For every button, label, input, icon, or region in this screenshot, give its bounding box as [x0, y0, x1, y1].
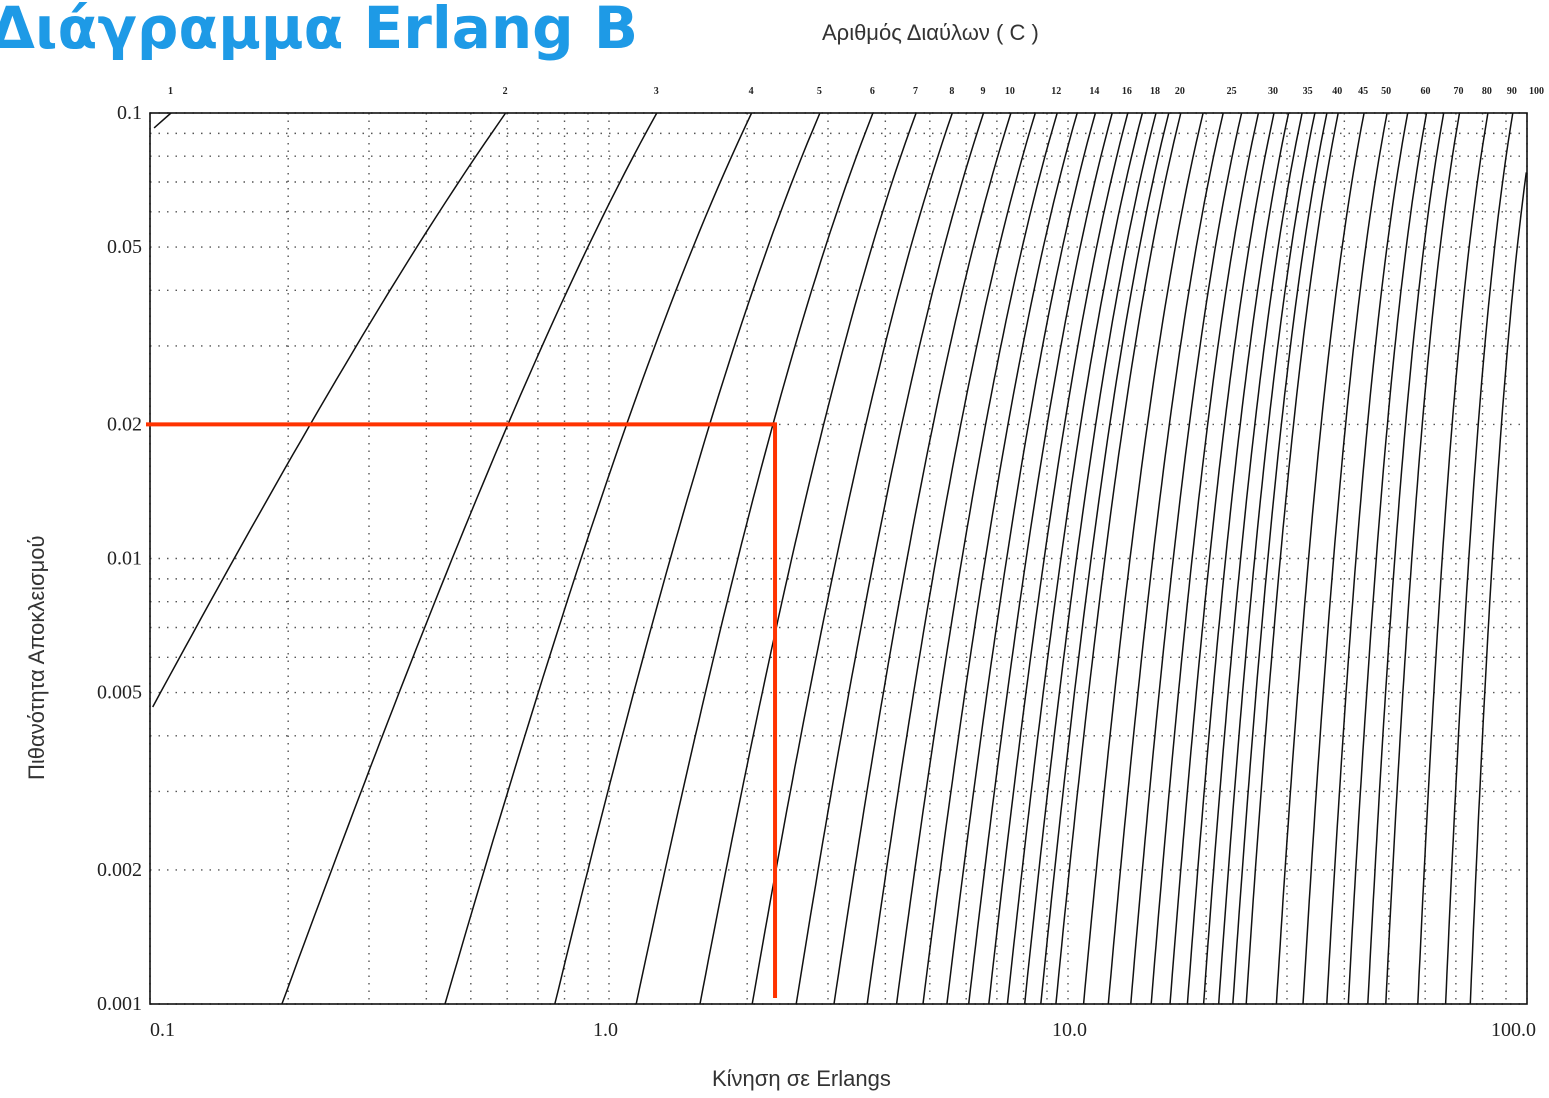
channel-tick-label: 30: [1268, 86, 1278, 97]
erlang-curve-c65: [1367, 112, 1445, 1005]
erlang-curve-c90: [1444, 112, 1514, 1005]
erlang-curve-c11: [866, 112, 1037, 1005]
channel-tick-label: 12: [1051, 86, 1061, 97]
erlang-curve-c10: [833, 112, 1012, 1005]
channel-tick-label: 5: [817, 86, 822, 97]
channel-tick-label: 9: [981, 86, 986, 97]
erlang-curve-c9: [795, 112, 985, 1005]
erlang-curve-c5: [554, 112, 821, 1005]
erlang-curve-c2: [152, 112, 507, 708]
erlang-curve-c1: [153, 112, 172, 129]
y-tick-label: 0.002: [97, 859, 142, 881]
channel-tick-label: 100: [1529, 86, 1544, 97]
y-tick-label: 0.005: [97, 682, 142, 704]
channel-tick-label: 7: [913, 86, 918, 97]
channel-tick-label: 40: [1332, 86, 1342, 97]
channel-tick-label: 2: [503, 86, 508, 97]
erlang-curve-c8: [751, 112, 954, 1005]
y-tick-label: 0.1: [117, 102, 142, 124]
erlang-curve-c70: [1385, 112, 1461, 1005]
y-tick-label: 0.05: [107, 236, 142, 258]
channel-tick-label: 25: [1227, 86, 1237, 97]
channel-tick-label: 16: [1122, 86, 1132, 97]
top-axis-label: Αριθμός Διαύλων ( C ): [822, 20, 1039, 45]
channel-tick-label: 45: [1358, 86, 1368, 97]
channel-tick-label: 35: [1303, 86, 1313, 97]
y-tick-label: 0.02: [107, 413, 142, 435]
channel-tick-label: 60: [1421, 86, 1431, 97]
y-tick-label: 0.01: [107, 548, 142, 570]
plot-area: 1 2 3 4 5 6 7 8 9 10 12 14 16 18 20 25 30 35 40 45 50 60 70 80 9…: [97, 86, 1544, 1041]
channel-tick-label: 10: [1005, 86, 1015, 97]
erlang-curve-c12: [895, 112, 1058, 1005]
erlang-curve-c6: [635, 112, 874, 1005]
y-axis-label: Πιθανότητα Αποκλεισμού: [24, 535, 49, 780]
channel-tick-label: 6: [870, 86, 875, 97]
erlang-curve-c16: [988, 112, 1129, 1005]
erlang-curve-c60: [1347, 112, 1428, 1005]
erlang-curve-c20: [1055, 112, 1182, 1005]
erlang-curve-c24: [1107, 112, 1224, 1005]
chart-title: Διάγραμμα Erlang B: [0, 0, 638, 62]
channel-tick-label: 80: [1482, 86, 1492, 97]
channel-tick-label: 4: [749, 86, 754, 97]
erlang-curve-c32: [1186, 112, 1290, 1005]
erlang-curve-c80: [1417, 112, 1489, 1005]
erlang-curve-c30: [1169, 112, 1275, 1005]
erlang-curve-c13: [922, 112, 1078, 1005]
x-tick-label: 100.0: [1491, 1019, 1536, 1041]
channel-tick-label: 18: [1150, 86, 1160, 97]
erlang-curve-c4: [444, 112, 753, 1005]
erlang-curve-c22: [1082, 112, 1204, 1005]
erlang-curve-c15: [967, 112, 1113, 1005]
channel-tick-label: 20: [1175, 86, 1185, 97]
erlang-curve-c14: [946, 112, 1097, 1005]
x-tick-label: 10.0: [1052, 1019, 1087, 1041]
erlang-curve-c18: [1023, 112, 1157, 1005]
channel-tick-label: 8: [949, 86, 954, 97]
plot-frame: [149, 112, 1528, 1005]
channel-tick-label: 90: [1507, 86, 1517, 97]
channel-tick-label: 14: [1089, 86, 1099, 97]
x-axis-label: Κίνηση σε Erlangs: [712, 1066, 891, 1091]
erlang-curve-c45: [1275, 112, 1365, 1005]
erlang-curve-c26: [1130, 112, 1243, 1005]
x-tick-label: 1.0: [593, 1019, 618, 1041]
erlang-curve-c100: [1469, 172, 1528, 1005]
channel-tick-label: 3: [654, 86, 659, 97]
erlang-curve-c28: [1150, 112, 1260, 1005]
erlang-curve-c34: [1202, 112, 1303, 1005]
x-tick-label: 0.1: [150, 1019, 175, 1041]
erlang-curve-c3: [281, 112, 658, 1005]
erlang-curve-c19: [1040, 112, 1170, 1005]
erlang-curve-c50: [1302, 112, 1388, 1005]
erlang-curve-c7: [699, 112, 917, 1005]
erlang-curve-c36: [1217, 112, 1316, 1005]
erlang-curve-c55: [1326, 112, 1409, 1005]
channel-tick-label: 50: [1381, 86, 1391, 97]
erlang-curve-c40: [1245, 112, 1339, 1005]
erlang-curve-c38: [1232, 112, 1328, 1005]
channel-tick-label: 70: [1454, 86, 1464, 97]
channel-tick-label: 1: [168, 86, 173, 97]
erlang-curve-c17: [1006, 112, 1144, 1005]
y-tick-label: 0.001: [97, 993, 142, 1015]
